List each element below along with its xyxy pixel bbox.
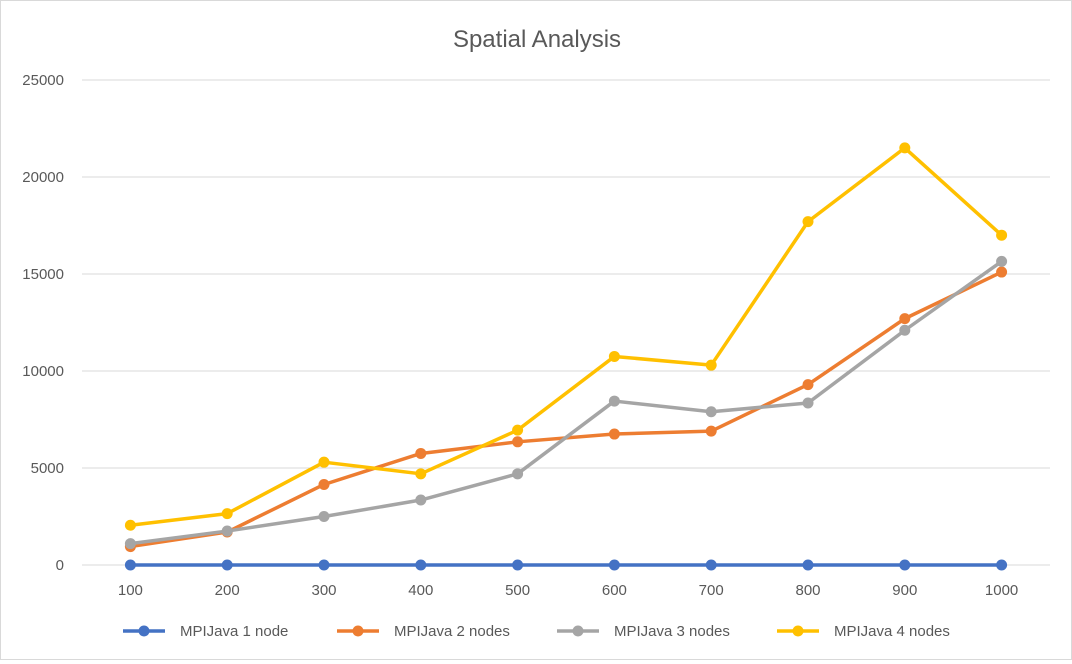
data-point	[221, 525, 233, 537]
data-point	[512, 424, 524, 436]
y-tick-label: 25000	[22, 72, 64, 89]
x-tick-label: 400	[408, 582, 433, 599]
data-point	[608, 428, 620, 440]
data-point	[124, 538, 136, 550]
x-axis-ticks: 100 200 300 400 500 600 700 800 900 1000	[118, 582, 1018, 599]
data-point	[996, 255, 1008, 267]
data-point	[318, 456, 330, 468]
legend-marker	[352, 625, 364, 637]
data-point	[608, 395, 620, 407]
series-3	[124, 255, 1008, 550]
data-point	[705, 359, 717, 371]
legend-item: MPIJava 4 nodes	[777, 623, 950, 640]
data-point	[124, 559, 136, 571]
data-point	[899, 324, 911, 336]
legend-marker	[138, 625, 150, 637]
x-tick-label: 500	[505, 582, 530, 599]
series-1	[124, 559, 1008, 571]
data-point	[802, 559, 814, 571]
data-point	[802, 216, 814, 228]
y-tick-label: 15000	[22, 266, 64, 283]
data-point	[996, 266, 1008, 278]
data-point	[221, 559, 233, 571]
legend-label: MPIJava 3 nodes	[614, 623, 730, 640]
data-point	[802, 397, 814, 409]
data-point	[415, 468, 427, 480]
series-line	[128, 259, 1004, 546]
data-point	[608, 559, 620, 571]
data-point	[608, 350, 620, 362]
y-tick-label: 10000	[22, 363, 64, 380]
legend-marker	[572, 625, 584, 637]
data-point	[899, 313, 911, 325]
legend-label: MPIJava 2 nodes	[394, 623, 510, 640]
series-line	[128, 146, 1004, 527]
x-tick-label: 1000	[985, 582, 1018, 599]
x-tick-label: 100	[118, 582, 143, 599]
data-point	[899, 559, 911, 571]
series-4	[124, 142, 1008, 531]
data-point	[996, 559, 1008, 571]
data-point	[802, 379, 814, 391]
y-axis-ticks: 0 5000 10000 15000 20000 25000	[22, 72, 64, 574]
chart-title: Spatial Analysis	[453, 26, 621, 53]
legend-item: MPIJava 2 nodes	[337, 623, 510, 640]
series-line	[128, 270, 1004, 549]
data-point	[512, 468, 524, 480]
legend-item: MPIJava 3 nodes	[557, 623, 730, 640]
x-tick-label: 900	[892, 582, 917, 599]
data-point	[705, 425, 717, 437]
y-tick-label: 0	[56, 557, 64, 574]
data-point	[415, 494, 427, 506]
legend-label: MPIJava 4 nodes	[834, 623, 950, 640]
data-point	[512, 559, 524, 571]
legend-marker	[792, 625, 804, 637]
data-point	[318, 559, 330, 571]
x-tick-label: 800	[795, 582, 820, 599]
data-point	[221, 508, 233, 520]
series-lines	[124, 142, 1008, 571]
data-point	[415, 559, 427, 571]
y-tick-label: 5000	[31, 460, 64, 477]
data-point	[124, 519, 136, 531]
data-point	[705, 406, 717, 418]
legend-item: MPIJava 1 node	[123, 623, 288, 640]
x-tick-label: 300	[311, 582, 336, 599]
data-point	[996, 229, 1008, 241]
x-tick-label: 200	[215, 582, 240, 599]
data-point	[512, 436, 524, 448]
legend-label: MPIJava 1 node	[180, 623, 288, 640]
y-tick-label: 20000	[22, 169, 64, 186]
x-tick-label: 700	[699, 582, 724, 599]
legend: MPIJava 1 node MPIJava 2 nodes MPIJava 3 n…	[123, 623, 950, 640]
data-point	[899, 142, 911, 154]
series-2	[124, 266, 1008, 553]
data-point	[705, 559, 717, 571]
data-point	[318, 478, 330, 490]
x-tick-label: 600	[602, 582, 627, 599]
data-point	[318, 511, 330, 522]
data-point	[415, 447, 427, 459]
